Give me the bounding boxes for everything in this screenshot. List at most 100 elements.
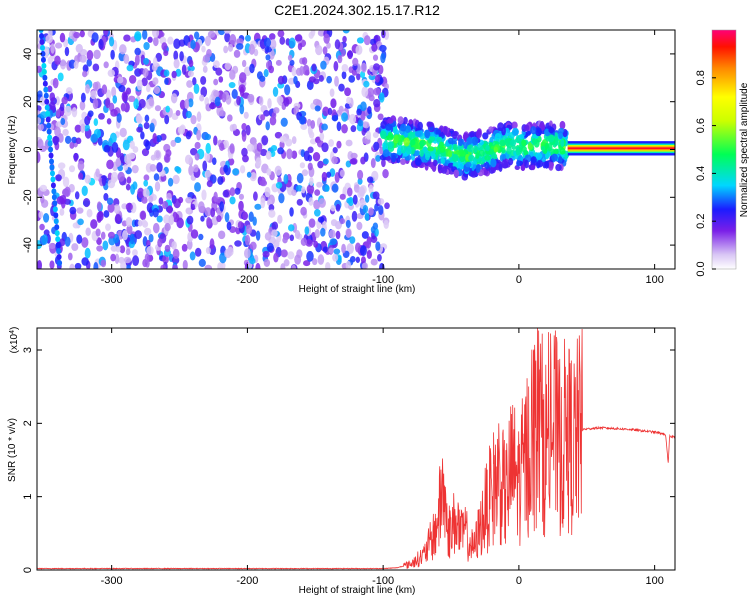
spectrogram-cell xyxy=(76,234,83,244)
spectrogram-cell xyxy=(69,263,75,269)
spectrogram-cell xyxy=(129,233,135,245)
spectrogram-cell xyxy=(244,248,251,259)
spectrogram-cell xyxy=(128,95,136,103)
spectrogram-cell xyxy=(137,219,143,227)
spectrogram-cell xyxy=(93,49,101,60)
spectrogram-cell xyxy=(167,205,173,214)
spectrogram-cell xyxy=(110,109,118,117)
spectrogram-cell xyxy=(291,136,297,144)
spectrogram-cell xyxy=(558,127,565,134)
spectrogram-cell xyxy=(374,74,380,83)
spectrogram-cell xyxy=(213,78,219,86)
spectrogram-cell xyxy=(154,105,162,112)
spectrogram-cell xyxy=(200,75,207,85)
spectrogram-cell xyxy=(231,88,238,99)
spectrogram-cell xyxy=(161,42,168,51)
spectrogram-cell xyxy=(153,173,160,181)
spectrogram-cell xyxy=(298,116,306,125)
spectrogram-cell xyxy=(194,141,201,150)
spectrogram-cell xyxy=(544,160,550,169)
spectrogram-cell xyxy=(48,146,54,153)
spectrogram-cell xyxy=(90,133,98,143)
spectrogram-cell xyxy=(229,34,237,46)
spectrogram-cell xyxy=(419,140,425,148)
spectrogram-cell xyxy=(332,253,339,262)
spectrogram-cell xyxy=(348,75,356,83)
spectrogram-cell xyxy=(381,158,386,168)
spectrogram-cell xyxy=(410,146,415,155)
spectrogram-cell xyxy=(331,183,339,193)
spectrogram-cell xyxy=(288,37,296,49)
spectrogram-cell xyxy=(37,260,43,269)
spectrogram-cell xyxy=(535,152,543,160)
spectrogram-cell xyxy=(218,76,224,83)
spectrogram-cell xyxy=(199,94,205,102)
spectrogram-cell xyxy=(331,115,339,122)
spectrogram-cell xyxy=(447,150,453,158)
spectrogram-cell xyxy=(282,236,288,244)
spectrogram-cell xyxy=(140,210,147,221)
spectrogram-cell xyxy=(114,213,122,224)
spectrogram-cell xyxy=(204,151,210,162)
spectrogram-cell xyxy=(524,124,530,132)
spectrogram-cell xyxy=(405,146,412,155)
snr-y-ticks: 0 1 2 3 xyxy=(22,347,675,573)
spectrogram-cell xyxy=(276,95,284,105)
spectrogram-cell xyxy=(338,83,345,92)
spectrogram-cell xyxy=(132,255,140,267)
spectrogram-cell xyxy=(181,64,187,75)
spectrogram-cell xyxy=(458,138,464,147)
spectrogram-cell xyxy=(39,223,45,231)
spectrogram-cell xyxy=(49,260,55,269)
spectrogram-cell xyxy=(198,201,205,212)
spectrogram-cell xyxy=(352,194,358,205)
spectrogram-cell xyxy=(312,152,321,162)
spectrogram-cell xyxy=(333,248,341,255)
spectrogram-cell xyxy=(132,181,138,190)
spectrogram-cell xyxy=(73,152,79,162)
spectrogram-cell xyxy=(100,259,107,268)
spectrogram-cell xyxy=(64,135,72,144)
spectrogram-cell xyxy=(77,218,84,226)
spectrogram-cell xyxy=(475,151,480,159)
spectrogram-cell xyxy=(465,161,472,168)
spectrogram-cell xyxy=(146,245,154,256)
spectrogram-cell xyxy=(54,230,60,237)
spectrogram-cell xyxy=(162,200,169,210)
spectrogram-cell xyxy=(301,169,309,177)
spectrogram-cell xyxy=(48,242,56,249)
spectrogram-cell xyxy=(239,86,245,97)
spectrogram-cell xyxy=(521,146,527,152)
spectrogram-cell xyxy=(379,262,385,269)
snr-y-tick-label: 3 xyxy=(22,347,34,353)
spectrogram-cell xyxy=(415,130,422,137)
spectrogram-cell xyxy=(525,130,531,136)
spectrogram-cell xyxy=(361,262,369,269)
spectrogram-cell xyxy=(152,77,159,85)
spectrogram-cell xyxy=(39,44,45,51)
spectrogram-cell xyxy=(354,242,361,253)
spectrogram-cell xyxy=(81,257,89,266)
colorbar-gradient xyxy=(712,30,736,269)
spectrogram-cell xyxy=(222,189,230,198)
spectrogram-cell xyxy=(116,113,122,123)
spectrogram-cell xyxy=(339,218,346,225)
spectrogram-cell xyxy=(123,34,131,42)
spectrogram-cell xyxy=(294,230,301,239)
spectrogram-cell xyxy=(243,111,249,119)
spectrogram-cell xyxy=(485,144,490,152)
spectrogram-cell xyxy=(328,229,336,239)
spectrogram-cell xyxy=(72,222,80,229)
spectrogram-cell xyxy=(440,158,446,164)
spectrogram-cell xyxy=(177,125,186,135)
spectrogram-cell xyxy=(239,72,247,84)
spectrogram-cell xyxy=(162,254,169,264)
spectrogram-cell xyxy=(37,152,41,163)
spectrogram-cell xyxy=(164,244,171,253)
spectrogram-cell xyxy=(198,258,206,267)
spectrogram-cell xyxy=(279,135,287,143)
spectrogram-cell xyxy=(466,144,474,153)
spectrogram-cell xyxy=(296,172,304,184)
spectrogram-cell xyxy=(204,207,212,217)
spectrogram-cell xyxy=(511,127,519,136)
